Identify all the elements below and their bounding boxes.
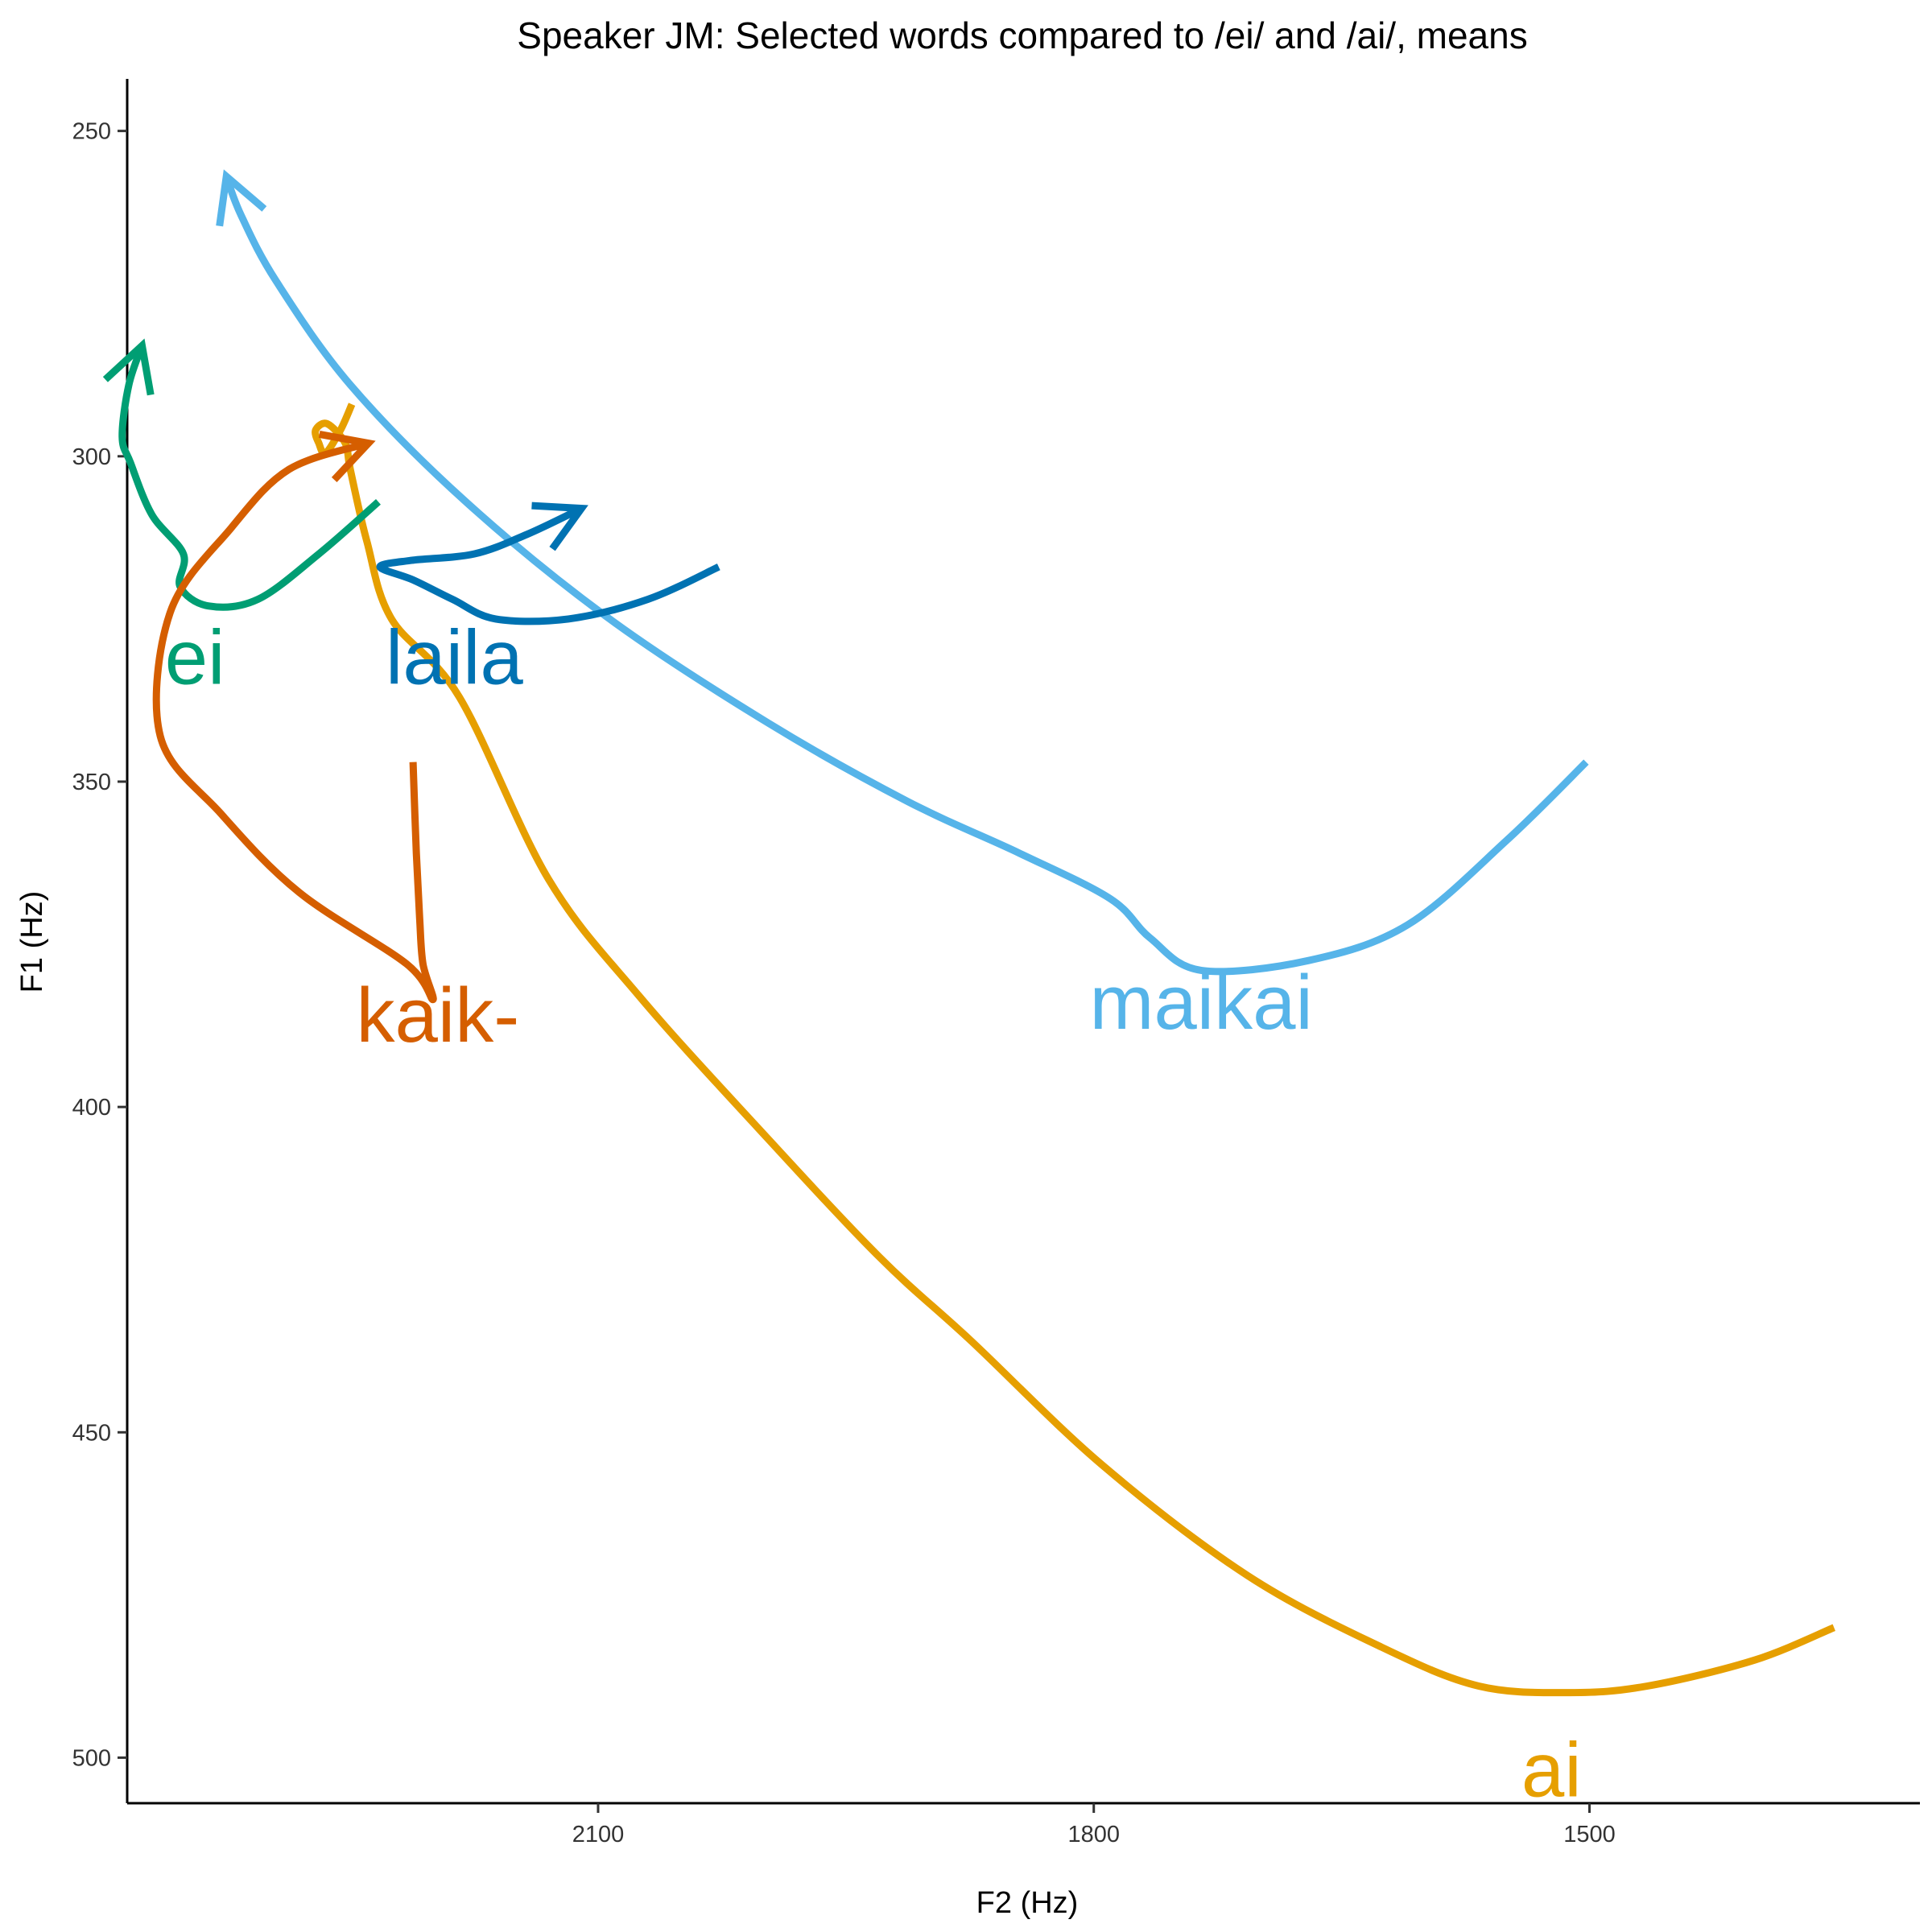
series-line-ai	[312, 402, 1836, 1697]
y-tick-label: 500	[72, 1745, 111, 1771]
series-label-laila: laila	[386, 614, 523, 700]
y-tick-label: 400	[72, 1095, 111, 1121]
y-axis-title: F1 (Hz)	[15, 891, 49, 993]
series-arrowhead-ei	[102, 338, 155, 396]
x-tick-label: 1800	[1067, 1822, 1120, 1847]
series-label-maikai: maikai	[1089, 960, 1312, 1046]
series-line-maikai	[222, 175, 1589, 976]
x-tick-label: 1500	[1563, 1822, 1616, 1847]
series-arrowhead-kaik	[318, 430, 376, 482]
series-line-kaik	[152, 440, 437, 1004]
y-tick-label: 350	[72, 770, 111, 795]
series-line-laila	[376, 505, 720, 625]
series-line-ei	[118, 344, 381, 611]
series-label-ei: ei	[165, 614, 225, 700]
series-label-ai: ai	[1521, 1728, 1582, 1814]
y-tick-label: 250	[72, 119, 111, 145]
x-tick-label: 2100	[572, 1822, 625, 1847]
chart-title: Speaker JM: Selected words compared to /…	[517, 14, 1527, 56]
y-tick-label: 300	[72, 444, 111, 470]
series-arrowhead-laila	[531, 502, 588, 551]
y-tick-label: 450	[72, 1420, 111, 1446]
series-arrowhead-maikai	[216, 169, 267, 227]
x-axis-title: F2 (Hz)	[976, 1886, 1079, 1920]
series-label-kaik: kaik-	[357, 972, 520, 1059]
